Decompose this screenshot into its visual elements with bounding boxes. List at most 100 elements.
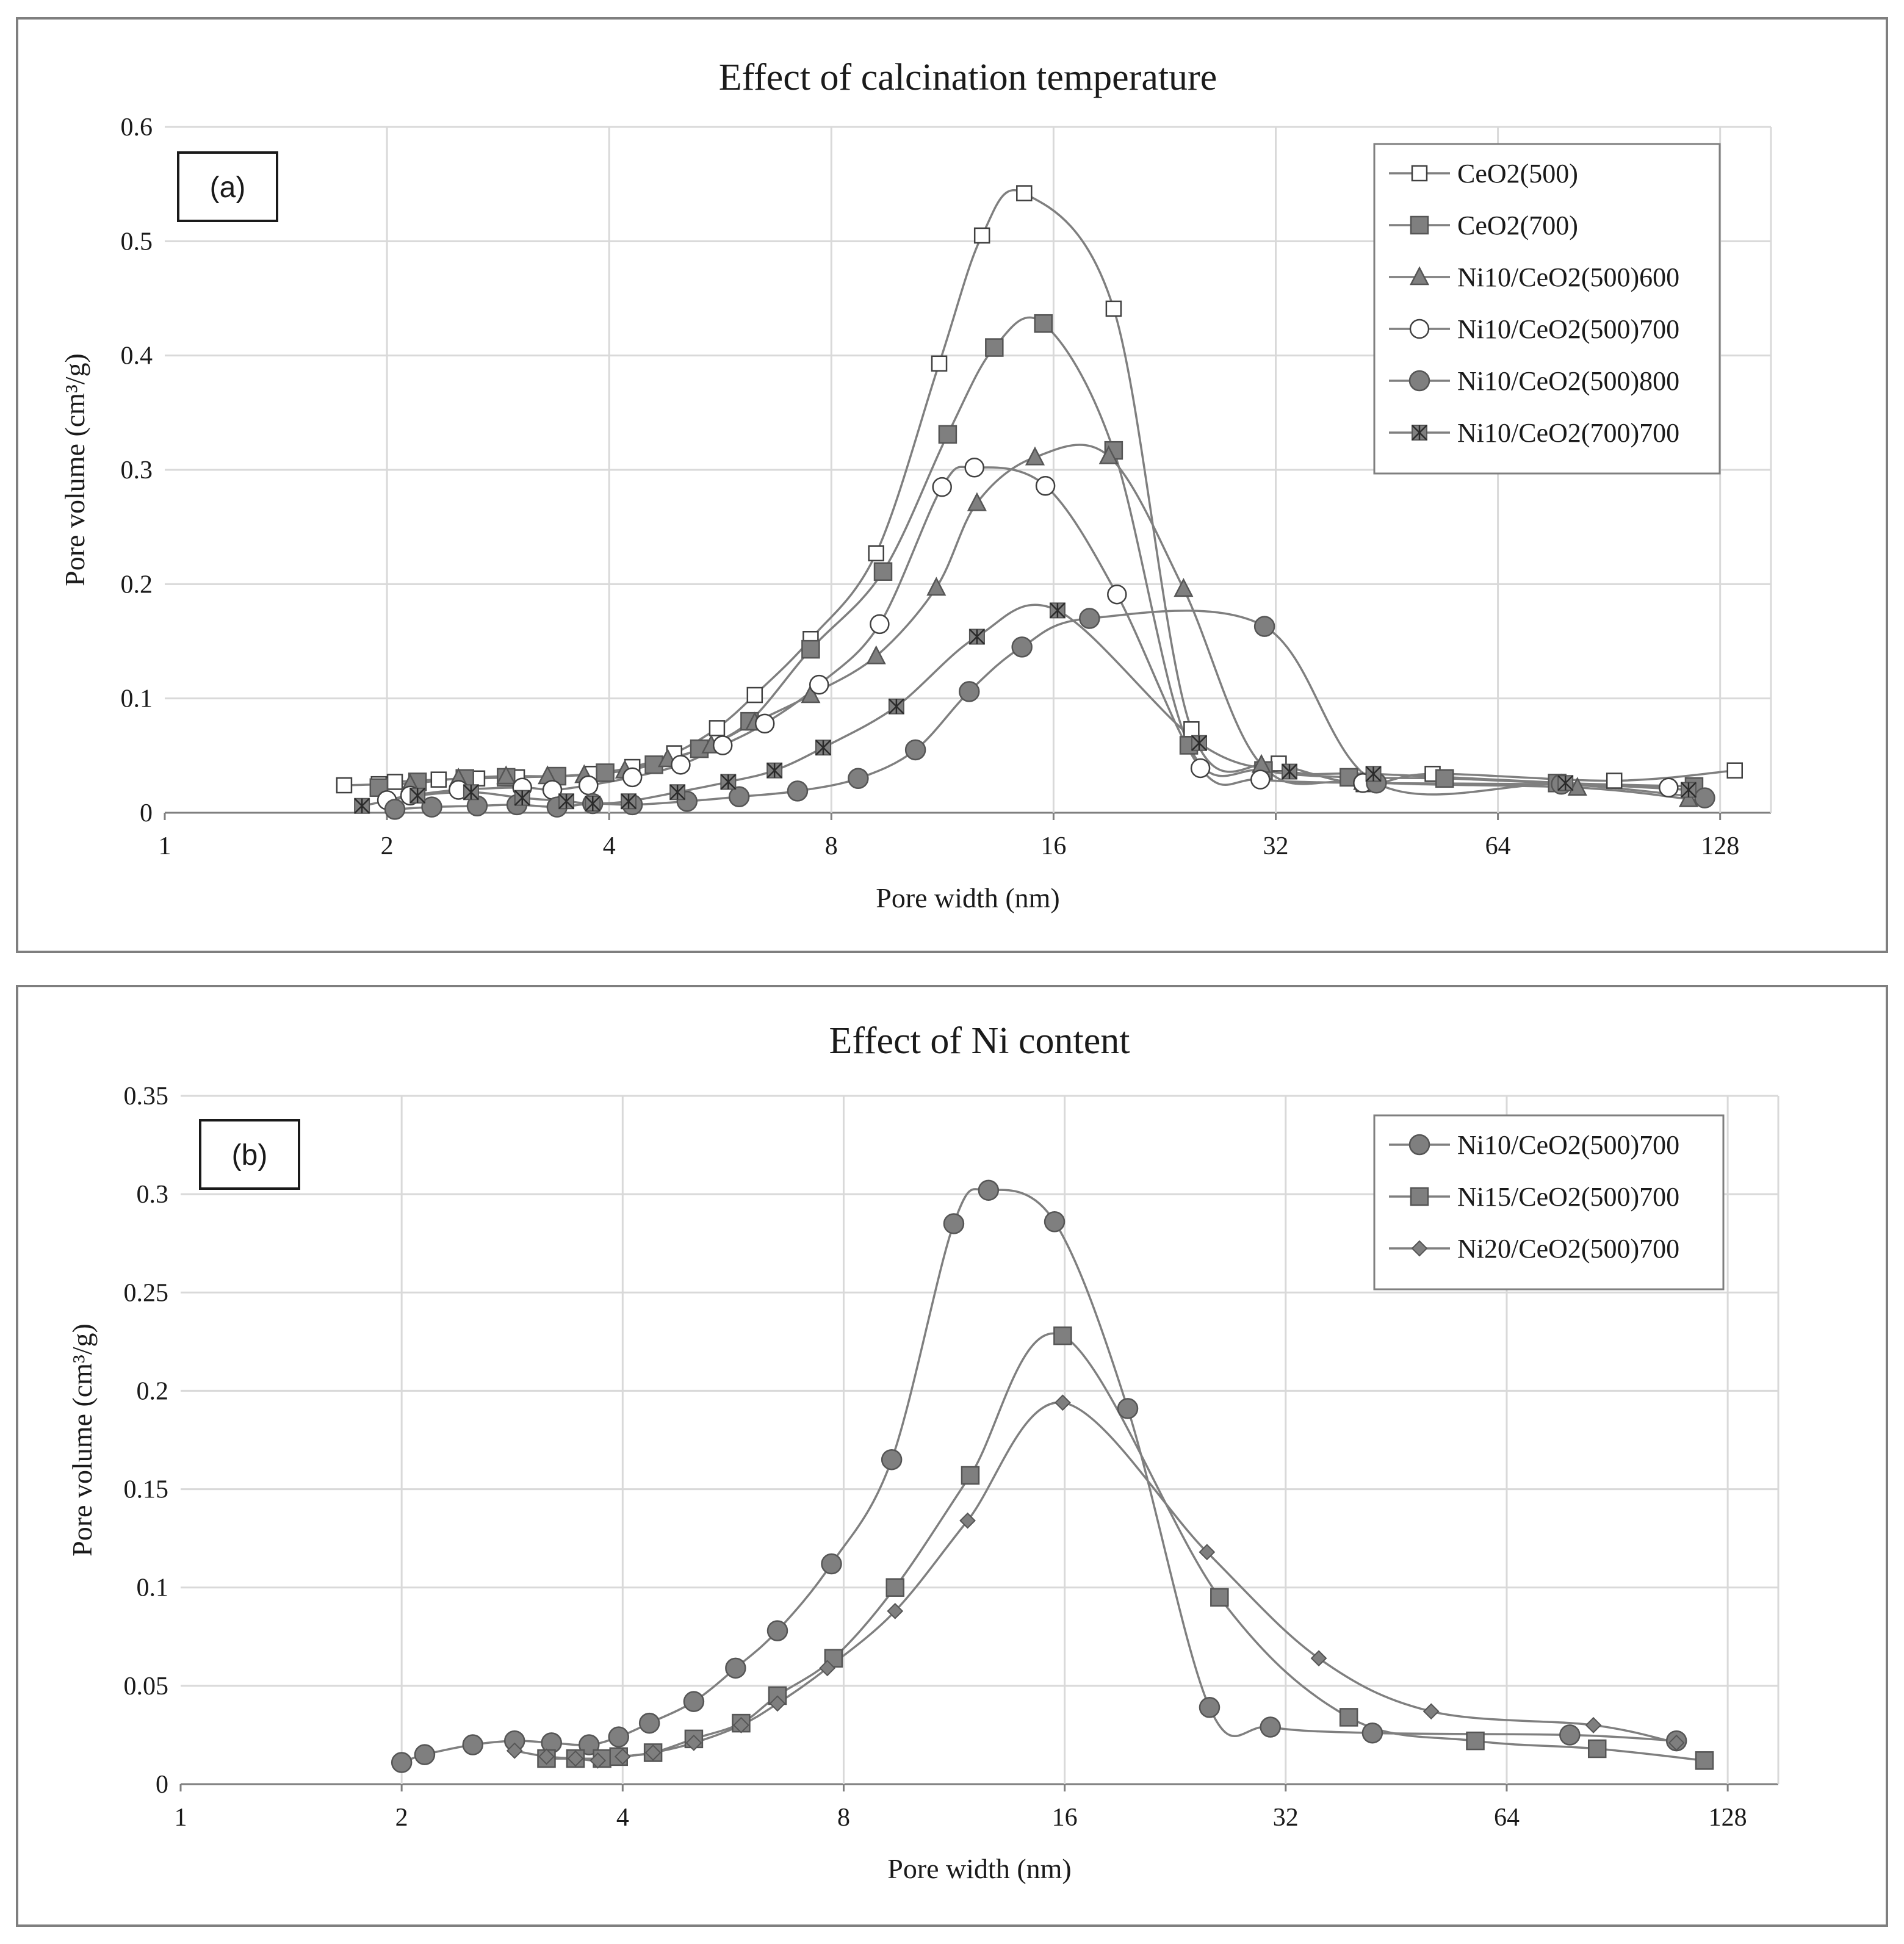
data-point [1053,1326,1072,1345]
data-point [1695,1751,1714,1770]
data-point [421,796,442,818]
series-ni10-ceo2-500-800 [384,608,1715,820]
x-tick-label: 128 [1701,832,1739,860]
y-tick-label: 0.15 [124,1476,169,1504]
data-point [746,686,763,704]
legend-marker [1409,319,1430,339]
data-point [1339,1708,1358,1727]
chart-b-svg: Effect of Ni content 0 0.05 0.1 0.15 0.2 0.25 0… [67,1020,1780,1884]
data-point [409,787,426,804]
data-point [932,477,952,497]
marker-cross [409,788,426,804]
y-tick-label: 0.3 [121,456,153,484]
series-ni20-ceo2-500-700 [506,1394,1685,1769]
data-point [1199,1697,1221,1718]
data-point [1559,1724,1581,1746]
y-tick-label: 0.1 [121,685,153,713]
data-point [848,768,869,790]
legend-entry: Ni15/CeO2(500)700 [1457,1182,1679,1212]
data-point [1190,758,1211,779]
data-point [614,1748,631,1765]
data-point [1098,445,1119,464]
x-tick-label: 64 [1485,832,1511,860]
data-point [669,784,686,801]
data-point [958,681,980,702]
data-point [1557,775,1574,791]
data-point [967,492,987,511]
marker-cross [1681,782,1697,798]
x-tick-label: 128 [1709,1804,1747,1832]
data-point [968,628,985,645]
legend-marker [1409,266,1430,286]
legend-entry: Ni10/CeO2(500)600 [1457,262,1679,292]
data-point [1199,1544,1216,1561]
chart-panel-b: Effect of Ni content 0 0.05 0.1 0.15 0.2 0.25 0… [16,985,1888,1927]
x-tick-label: 64 [1494,1804,1520,1832]
data-point [638,1712,660,1734]
data-point [430,771,447,788]
x-tick-label: 1 [175,1804,187,1832]
marker-cross [766,762,783,779]
x-tick-label: 8 [837,1804,850,1832]
panel-tag-label: (a) [210,171,246,204]
legend-marker [1412,425,1427,441]
legend-marker [1410,1187,1429,1206]
series-line-ni15-ceo2-500-700 [546,1333,1705,1762]
data-point [579,775,599,796]
y-tick-label: 0.25 [124,1279,169,1307]
legend-marker [1408,370,1430,392]
panel-tag-box [199,1119,300,1190]
marker-cross [354,797,370,814]
data-point [1210,1588,1229,1607]
legend-entry: Ni10/CeO2(700)700 [1457,418,1679,448]
y-tick-label: 0.2 [121,571,153,599]
data-point [978,1179,1000,1201]
data-point [938,425,957,444]
data-point [1281,763,1297,780]
marker-cross [463,784,479,801]
data-point [414,1744,436,1765]
series-line-ni10-ceo2-500-600 [409,444,1689,801]
marker-cross [1282,763,1297,780]
y-tick-label: 0.6 [121,113,153,142]
data-point [585,796,601,812]
data-point [769,1695,786,1712]
data-point [866,645,886,664]
series-ni10-ceo2-500-600 [400,445,1699,807]
data-point [1183,721,1200,738]
data-point [1250,769,1271,790]
x-tick-label: 32 [1273,1804,1299,1832]
data-point [622,767,643,788]
legend-box [1373,143,1721,475]
panel-tag-label: (b) [232,1139,268,1172]
legend: CeO2(500) CeO2(700) Ni10/CeO2(500)600 Ni10/… [1373,143,1721,475]
data-point [506,1742,523,1759]
data-point [964,458,984,478]
data-point [931,355,948,372]
data-point [1587,1739,1607,1759]
x-tick-label: 8 [825,832,838,860]
chart-panel-a: Effect of calcination temperature 0 0.1 0.2… [16,17,1888,953]
data-point [621,793,637,810]
data-point [683,1691,705,1712]
x-tick-label: 32 [1263,832,1288,860]
marker-cross [1412,425,1427,441]
x-axis-label: Pore width (nm) [887,1853,1072,1884]
data-point [821,1553,842,1575]
y-axis-label: Pore volume (cm³/g) [59,353,90,586]
data-point [712,735,733,755]
data-point [1011,636,1033,658]
data-point [1079,608,1100,629]
chart-a-svg: Effect of calcination temperature 0 0.1 0.2… [59,57,1772,913]
data-point [590,1752,607,1769]
y-tick-label: 0.1 [137,1574,169,1602]
data-point [815,740,831,756]
marker-cross [815,740,831,756]
data-point [1044,1211,1066,1233]
data-point [1034,314,1053,333]
data-point [496,765,516,785]
marker-cross [621,793,636,810]
data-point [1310,1650,1327,1667]
data-point [1361,1722,1383,1744]
data-point [766,762,783,779]
